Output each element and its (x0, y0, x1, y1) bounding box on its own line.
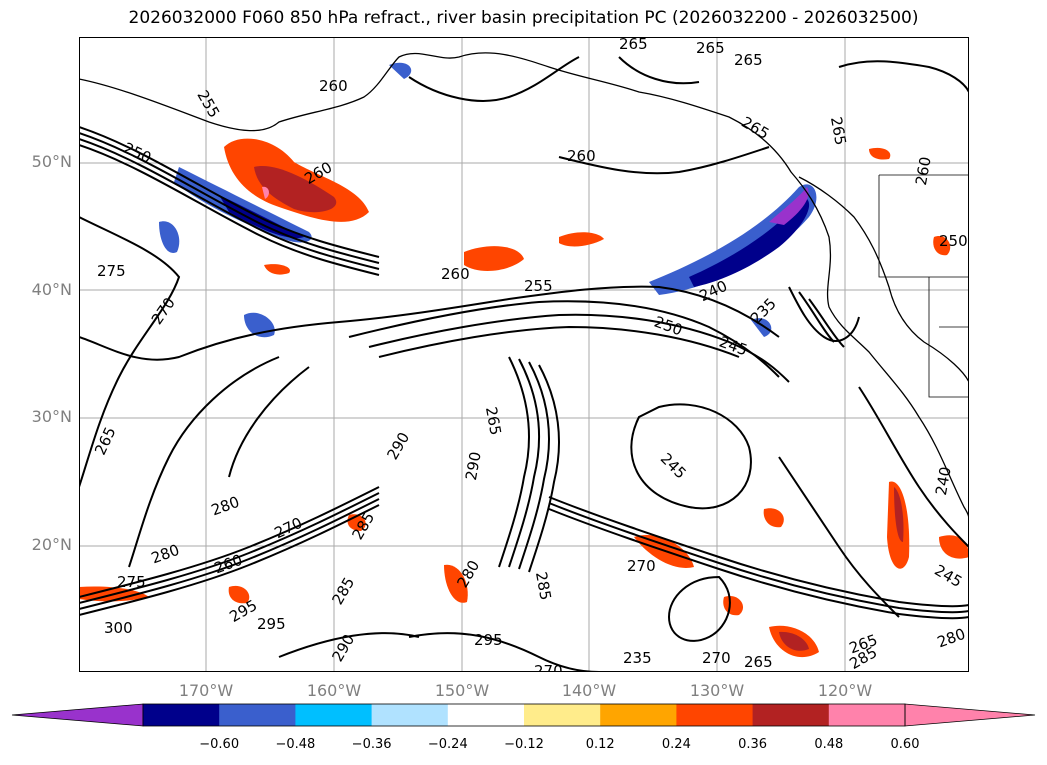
contour-label: 275 (117, 573, 146, 591)
colorbar-segment (143, 704, 220, 726)
contour-label: 270 (271, 513, 306, 543)
lon-label: 150°W (434, 681, 490, 700)
colorbar-tick-label: 0.12 (585, 737, 615, 752)
contour-label: 245 (931, 561, 966, 591)
colorbar-segment (447, 704, 525, 726)
colorbar-segment (752, 704, 830, 726)
contour-label: 270 (534, 662, 563, 672)
contour-label: 245 (716, 332, 750, 360)
colorbar-segment (676, 704, 754, 726)
lat-label: 30°N (31, 407, 72, 426)
lat-label: 20°N (31, 535, 72, 554)
contour-label: 270 (627, 557, 656, 575)
colorbar (0, 700, 1047, 765)
lon-label: 160°W (306, 681, 362, 700)
contour-label: 265 (619, 37, 648, 53)
contour-label: 255 (193, 87, 224, 121)
colorbar-outline (142, 703, 906, 727)
colorbar-tick-label: −0.24 (427, 737, 468, 752)
colorbar-bar (11, 703, 1036, 727)
contour-label: 255 (524, 277, 553, 295)
colorbar-segment (295, 704, 373, 726)
contour-label: 280 (453, 557, 484, 591)
colorbar-segment (600, 704, 677, 726)
colorbar-tick-label: −0.48 (275, 737, 316, 752)
contour-label: 260 (319, 77, 348, 95)
contour-label: 265 (734, 51, 763, 69)
contour-label: 270 (702, 649, 731, 667)
colorbar-segment (524, 704, 601, 726)
contour-label: 265 (91, 424, 120, 458)
lon-label: 170°W (178, 681, 234, 700)
contour-label: 280 (148, 540, 182, 568)
contour-label: 235 (746, 294, 780, 328)
contour-labels: 265 265 265 260 255 250 260 260 265 265 … (79, 37, 969, 672)
lat-label: 40°N (31, 280, 72, 299)
contour-label: 275 (97, 262, 126, 280)
coastline (79, 52, 969, 523)
colorbar-tick-label: −0.60 (199, 737, 240, 752)
contour-label: 240 (696, 276, 731, 306)
contour-label: 240 (931, 465, 955, 497)
contour-label: 245 (656, 449, 690, 483)
colorbar-segment (371, 704, 449, 726)
contour-label: 290 (383, 429, 414, 463)
colorbar-tick-label: 0.60 (890, 737, 920, 752)
contour-label: 280 (208, 492, 242, 520)
map-plot-area: 265 265 265 260 255 250 260 260 265 265 … (79, 37, 969, 672)
lat-label: 50°N (31, 152, 72, 171)
colorbar-tick-label: 0.36 (738, 737, 768, 752)
precip-anomaly-shading (79, 62, 969, 658)
contour-label: 235 (623, 649, 652, 667)
colorbar-tick-label: 0.48 (814, 737, 844, 752)
lon-label: 130°W (689, 681, 745, 700)
graticule (79, 37, 969, 672)
contour-label: 260 (441, 265, 470, 283)
colorbar-segment (828, 704, 906, 726)
lon-label: 140°W (561, 681, 617, 700)
contour-label: 290 (461, 450, 485, 482)
colorbar-tick-label: −0.12 (504, 737, 544, 752)
contour-label: 265 (744, 653, 773, 671)
map-canvas (79, 37, 969, 672)
contour-label: 265 (696, 39, 725, 57)
contour-label: 295 (257, 615, 286, 633)
contour-label: 285 (348, 509, 379, 543)
colorbar-extend-low (11, 703, 144, 727)
contour-label: 285 (328, 574, 359, 608)
colorbar-segment (219, 704, 296, 726)
contour-label: 260 (567, 147, 596, 165)
colorbar-tick-label: 0.24 (661, 737, 691, 752)
contour-label: 265 (826, 115, 850, 147)
contour-label: 260 (301, 158, 336, 188)
contour-label: 295 (226, 596, 261, 626)
refractivity-contours (79, 56, 969, 672)
contour-label: 300 (104, 619, 133, 637)
contour-label: 250 (120, 138, 155, 168)
political-boundaries (878, 174, 969, 398)
contour-label: 260 (211, 550, 245, 578)
lon-label: 120°W (817, 681, 873, 700)
contour-label: 250 (651, 312, 685, 340)
contour-label: 270 (147, 294, 179, 328)
contour-label: 290 (328, 631, 359, 665)
colorbar-extend-high (904, 703, 1036, 727)
contour-label: 250 (939, 232, 968, 250)
contour-label: 260 (911, 155, 935, 187)
contour-label: 280 (934, 624, 968, 652)
map-title: 2026032000 F060 850 hPa refract., river … (128, 8, 919, 28)
contour-label: 265 (738, 113, 773, 143)
contour-label: 265 (481, 405, 505, 437)
colorbar-tick-label: −0.36 (351, 737, 392, 752)
contour-label: 295 (474, 631, 503, 649)
contour-label: 285 (531, 570, 555, 602)
